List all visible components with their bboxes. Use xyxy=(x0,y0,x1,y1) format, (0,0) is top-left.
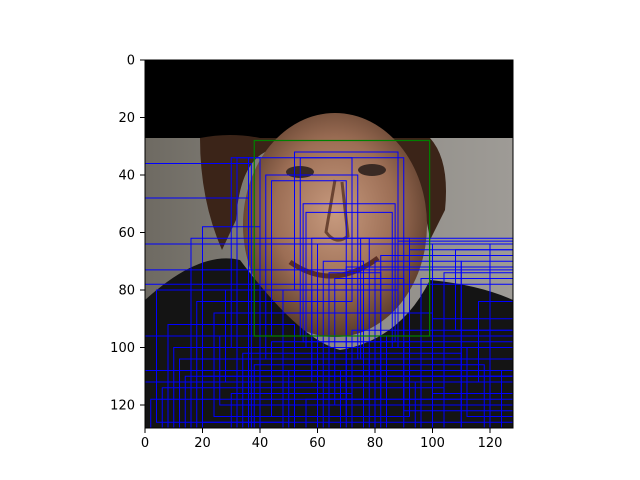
x-axis: 0 20 40 60 80 100 120 xyxy=(141,428,503,451)
bounding-box xyxy=(145,163,252,428)
x-tick-label: 20 xyxy=(194,436,211,451)
x-tick-label: 100 xyxy=(420,436,445,451)
x-tick-label: 120 xyxy=(478,436,503,451)
y-axis: 0 20 40 60 80 100 120 xyxy=(110,54,145,414)
y-tick-label: 120 xyxy=(110,399,135,414)
y-tick-label: 100 xyxy=(110,341,135,356)
bounding-box xyxy=(305,398,462,428)
highlight-layer xyxy=(253,139,431,337)
bounding-box xyxy=(351,329,513,406)
x-tick-label: 40 xyxy=(252,436,269,451)
bounding-box xyxy=(145,269,513,428)
boxes-layer xyxy=(145,60,513,428)
y-tick-label: 0 xyxy=(127,54,135,69)
nose xyxy=(324,179,350,242)
bounding-box xyxy=(322,260,364,428)
y-tick-label: 40 xyxy=(118,169,135,184)
bounding-box xyxy=(368,358,513,428)
bounding-box xyxy=(259,381,405,428)
bounding-box xyxy=(202,375,513,423)
x-tick-label: 60 xyxy=(309,436,326,451)
bounding-box xyxy=(340,370,502,428)
bounding-box xyxy=(230,393,353,428)
bounding-box xyxy=(161,387,445,428)
x-tick-label: 80 xyxy=(367,436,384,451)
bounding-box xyxy=(179,358,376,428)
mouth xyxy=(288,256,380,279)
bounding-box xyxy=(414,381,513,428)
y-tick-label: 20 xyxy=(118,111,135,126)
right-eye xyxy=(358,164,386,176)
x-tick-label: 0 xyxy=(141,436,149,451)
bounding-box xyxy=(489,243,513,428)
y-tick-label: 60 xyxy=(118,226,135,241)
y-tick-label: 80 xyxy=(118,284,135,299)
highlight-box xyxy=(253,139,431,337)
axes-frame xyxy=(144,59,514,429)
bounding-box xyxy=(397,240,513,348)
